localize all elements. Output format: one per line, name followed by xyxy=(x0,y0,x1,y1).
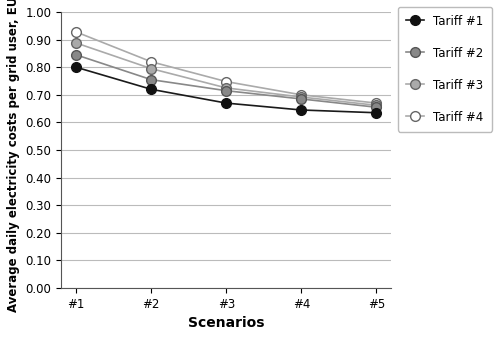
Tariff #3 xyxy=(374,103,380,107)
Tariff #1 xyxy=(374,111,380,115)
Legend: Tariff #1, Tariff #2, Tariff #3, Tariff #4: Tariff #1, Tariff #2, Tariff #3, Tariff … xyxy=(398,7,492,132)
Line: Tariff #2: Tariff #2 xyxy=(72,50,381,112)
Tariff #3 xyxy=(148,67,154,71)
Tariff #2 xyxy=(298,97,304,101)
Tariff #2 xyxy=(73,53,79,57)
X-axis label: Scenarios: Scenarios xyxy=(188,316,264,330)
Line: Tariff #4: Tariff #4 xyxy=(72,27,381,108)
Tariff #1 xyxy=(148,87,154,91)
Y-axis label: Average daily electricity costs per grid user, EUR: Average daily electricity costs per grid… xyxy=(7,0,20,312)
Tariff #2 xyxy=(374,105,380,109)
Line: Tariff #1: Tariff #1 xyxy=(72,62,381,118)
Tariff #4 xyxy=(298,93,304,97)
Tariff #4 xyxy=(148,60,154,64)
Tariff #2 xyxy=(224,89,230,93)
Tariff #1 xyxy=(298,108,304,112)
Tariff #2 xyxy=(148,78,154,82)
Line: Tariff #3: Tariff #3 xyxy=(72,38,381,110)
Tariff #4 xyxy=(73,30,79,34)
Tariff #1 xyxy=(73,65,79,69)
Tariff #4 xyxy=(224,80,230,84)
Tariff #3 xyxy=(224,86,230,90)
Tariff #3 xyxy=(73,41,79,45)
Tariff #4 xyxy=(374,101,380,105)
Tariff #1 xyxy=(224,101,230,105)
Tariff #3 xyxy=(298,95,304,99)
